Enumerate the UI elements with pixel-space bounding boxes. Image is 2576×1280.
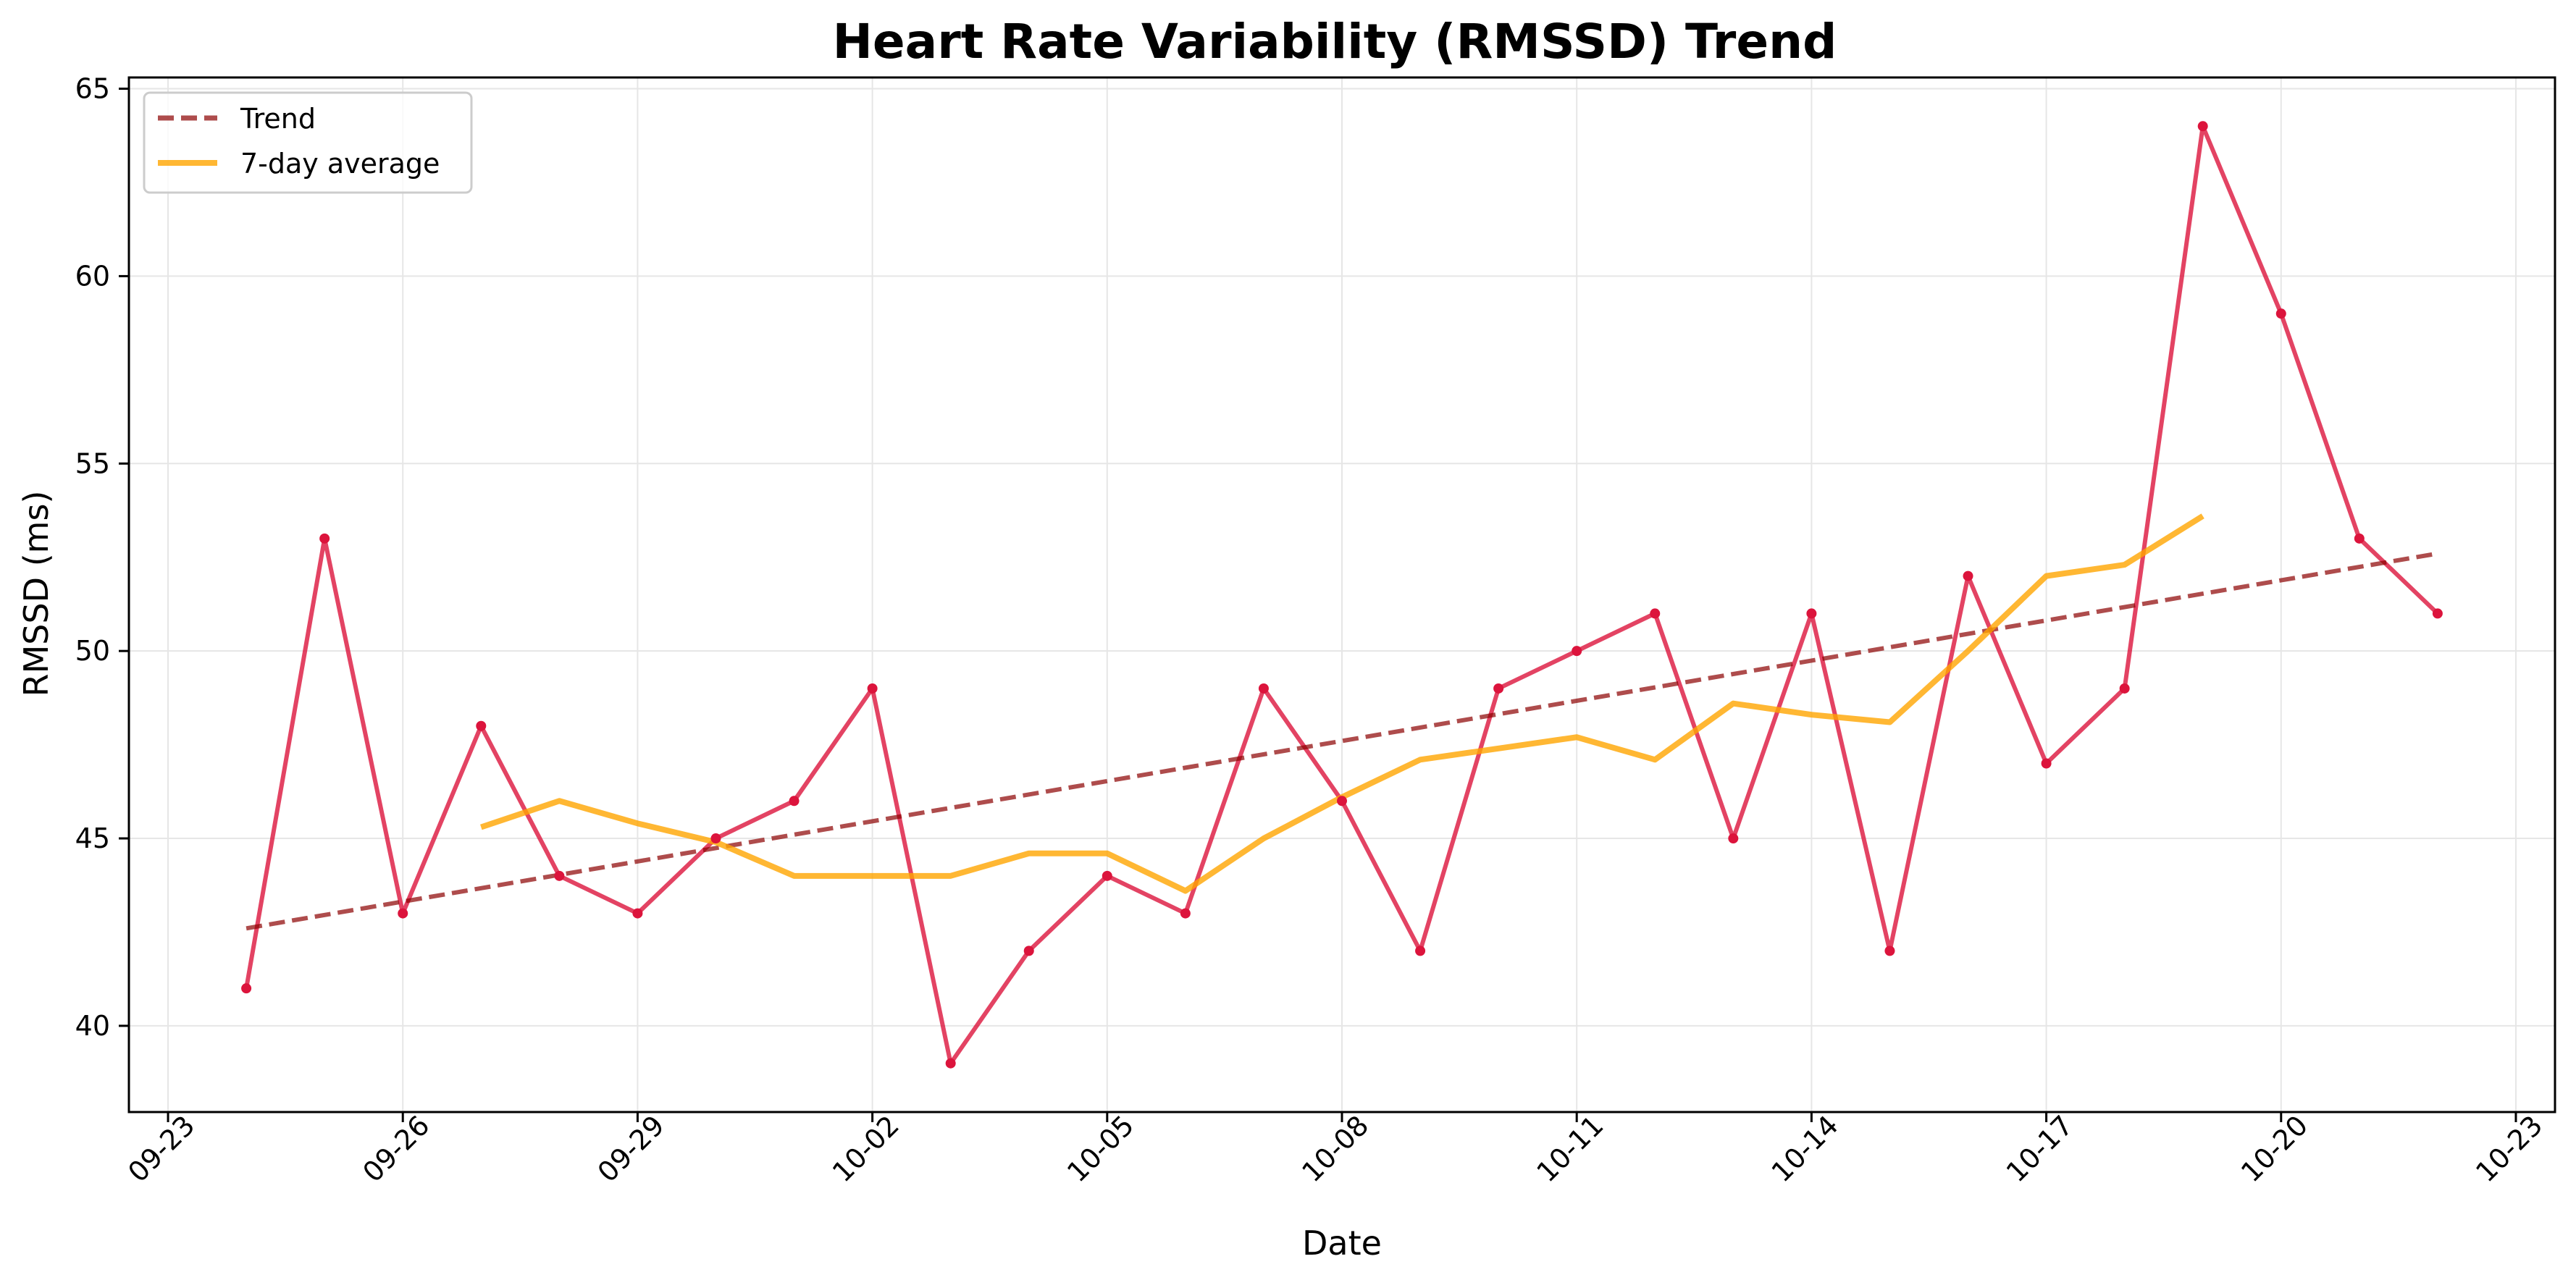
daily-data-point [789,796,800,807]
y-tick-label: 45 [75,822,110,854]
daily-data-point [945,1058,956,1069]
daily-data-point [1102,870,1112,881]
daily-data-point [2119,683,2130,694]
daily-data-point [1728,833,1739,844]
daily-data-point [632,908,643,919]
daily-data-point [398,908,408,919]
daily-data-point [476,720,487,731]
daily-data-point [1572,646,1582,657]
daily-data-point [2041,758,2052,769]
y-axis-label: RMSSD (ms) [17,491,56,697]
legend-trend-label: Trend [240,103,316,135]
y-tick-label: 60 [75,260,110,292]
daily-data-point [1806,608,1817,619]
daily-data-point [319,533,330,544]
grid [129,77,2555,1112]
y-tick-label: 40 [75,1010,110,1042]
daily-data-point [1415,946,1426,956]
daily-data-point [2354,533,2365,544]
y-tick-label: 55 [75,447,110,479]
chart-title: Heart Rate Variability (RMSSD) Trend [833,14,1837,70]
daily-data-point [1180,908,1191,919]
daily-data-point [1493,683,1504,694]
daily-data-point [2197,121,2208,132]
daily-data-point [710,833,721,844]
daily-data-point [2432,608,2443,619]
y-tick-label: 50 [75,635,110,667]
x-axis-label: Date [1302,1224,1382,1263]
daily-data-point [1963,570,1973,581]
daily-data-point [241,983,252,994]
daily-data-point [867,683,878,694]
plot-series [241,121,2443,1069]
daily-data-point [554,870,565,881]
legend-box [143,91,473,194]
daily-data-point [2275,308,2286,319]
legend: Trend 7-day average [143,91,473,194]
legend-rolling-label: 7-day average [240,148,440,180]
daily-data-point [1337,796,1347,807]
daily-data-point [1023,946,1034,956]
daily-data-point [1258,683,1269,694]
daily-data-point [1884,946,1895,956]
y-tick-label: 65 [75,73,110,105]
y-axis-ticks: 40 45 50 55 60 65 [75,73,129,1042]
daily-data-point [1650,608,1661,619]
